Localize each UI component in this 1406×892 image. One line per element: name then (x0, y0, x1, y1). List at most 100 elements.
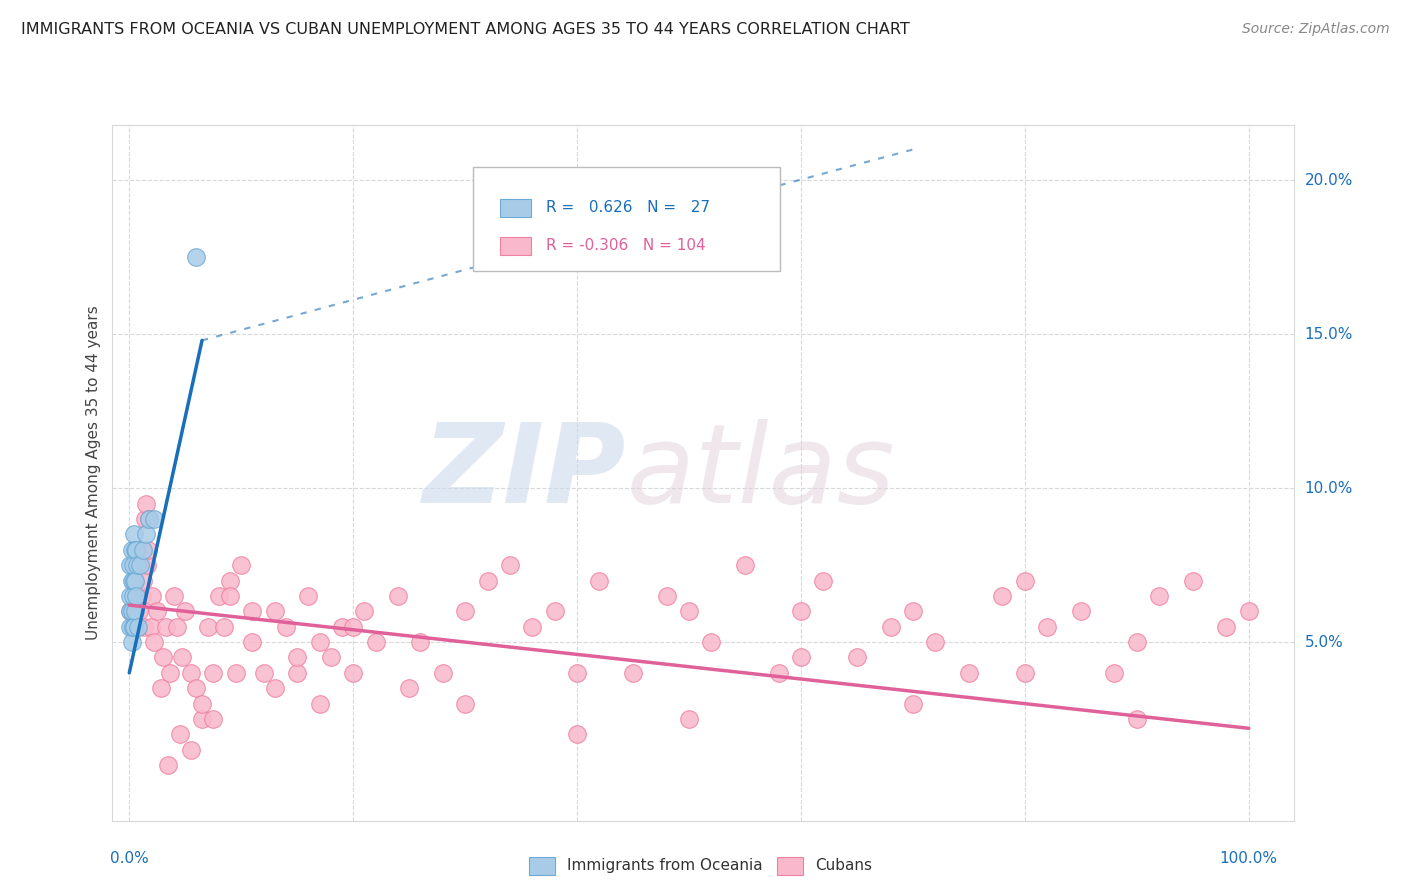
Point (180, 665, 202, 680)
Point (813, 574, 835, 588)
Point (121, 574, 143, 588)
Point (124, 604, 146, 618)
Point (121, 542, 143, 557)
Point (957, 665, 980, 680)
Point (142, 512, 165, 526)
Point (152, 650, 174, 665)
Point (197, 620, 219, 634)
Point (127, 620, 149, 634)
Point (202, 665, 225, 680)
Point (120, 589, 142, 603)
Point (122, 527, 145, 541)
Point (131, 589, 153, 603)
Point (364, 635, 387, 649)
Text: Immigrants from Oceania: Immigrants from Oceania (567, 858, 762, 873)
Point (163, 589, 186, 603)
Point (121, 604, 143, 618)
Point (132, 620, 155, 634)
Point (131, 542, 153, 557)
Point (454, 697, 477, 711)
Text: atlas: atlas (626, 419, 894, 526)
Point (149, 681, 172, 696)
Point (134, 512, 156, 526)
Text: ZIP: ZIP (423, 419, 626, 526)
Point (127, 620, 149, 634)
Point (170, 650, 193, 665)
Point (128, 604, 150, 618)
Point (790, 650, 813, 665)
Point (122, 574, 145, 588)
Text: 10.0%: 10.0% (1305, 481, 1353, 496)
Point (1126, 712, 1149, 726)
Point (142, 635, 165, 649)
Point (242, 604, 264, 618)
Point (202, 712, 225, 726)
Point (121, 574, 143, 588)
Point (166, 620, 188, 634)
Point (225, 665, 247, 680)
Point (135, 497, 157, 511)
Point (122, 604, 145, 618)
Point (242, 635, 264, 649)
Point (924, 635, 946, 649)
Point (191, 712, 214, 726)
Point (136, 542, 159, 557)
Point (191, 697, 214, 711)
Point (901, 697, 924, 711)
Point (409, 635, 432, 649)
Point (297, 589, 319, 603)
Point (174, 604, 197, 618)
Point (141, 589, 163, 603)
FancyBboxPatch shape (472, 167, 780, 271)
Point (544, 604, 567, 618)
Point (1104, 665, 1126, 680)
Point (1036, 620, 1059, 634)
Point (121, 558, 143, 573)
Point (121, 635, 143, 649)
Point (655, 589, 678, 603)
Point (120, 620, 142, 634)
Point (342, 620, 364, 634)
Point (1126, 635, 1149, 649)
Point (901, 604, 924, 618)
Point (432, 665, 454, 680)
Point (180, 743, 202, 757)
Point (768, 665, 790, 680)
Text: 20.0%: 20.0% (1305, 173, 1353, 188)
Point (186, 250, 208, 264)
Point (146, 604, 169, 618)
Point (991, 589, 1014, 603)
Point (157, 758, 180, 772)
Point (790, 604, 813, 618)
Text: R = -0.306   N = 104: R = -0.306 N = 104 (546, 238, 706, 253)
Point (214, 620, 236, 634)
Point (1014, 574, 1036, 588)
Point (121, 589, 143, 603)
Point (734, 558, 756, 573)
FancyBboxPatch shape (530, 857, 555, 875)
Point (120, 604, 142, 618)
Point (308, 697, 330, 711)
Point (131, 574, 153, 588)
Text: 100.0%: 100.0% (1220, 851, 1278, 866)
Point (678, 712, 700, 726)
Point (454, 604, 477, 618)
Point (1147, 589, 1170, 603)
Point (138, 512, 160, 526)
Point (252, 665, 274, 680)
Point (136, 558, 159, 573)
Point (138, 512, 160, 526)
Point (139, 620, 162, 634)
Text: 15.0%: 15.0% (1305, 326, 1353, 342)
FancyBboxPatch shape (501, 237, 530, 255)
Point (135, 527, 157, 541)
Point (1215, 620, 1237, 634)
Point (285, 650, 308, 665)
Point (319, 650, 342, 665)
Text: 5.0%: 5.0% (1305, 634, 1343, 649)
Point (124, 558, 146, 573)
Point (477, 574, 499, 588)
Point (588, 574, 610, 588)
Point (129, 558, 152, 573)
Point (219, 574, 242, 588)
